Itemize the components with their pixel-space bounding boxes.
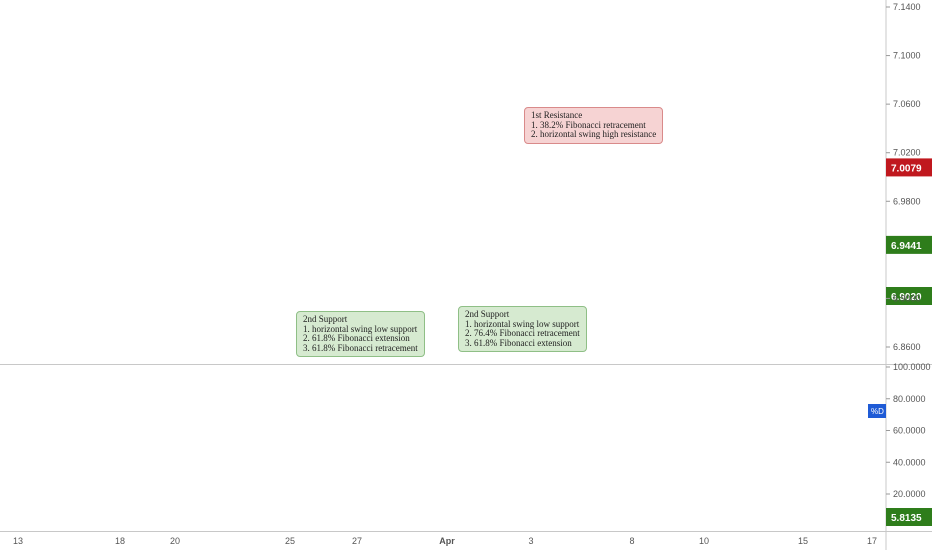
stoch-tick-label: 100.0000 — [893, 362, 931, 372]
price-tick-label: 6.8600 — [893, 342, 921, 352]
annotation-line: 1. horizontal swing low support — [303, 323, 418, 334]
annotation-line: 3. 61.8% Fibonacci retracement — [303, 342, 418, 353]
stoch-tick-label: 60.0000 — [893, 426, 926, 436]
annotation-support-2-right: 2nd Support 1. horizontal swing low supp… — [458, 306, 587, 352]
stoch-level-tag — [886, 508, 932, 526]
time-tick-label: 27 — [352, 536, 362, 546]
time-tick-label: 15 — [798, 536, 808, 546]
price-tick-label: 6.9000 — [893, 293, 921, 303]
annotation-line: 2. 61.8% Fibonacci extension — [303, 333, 410, 343]
time-tick-label: 18 — [115, 536, 125, 546]
annotation-support-2-left: 2nd Support 1. horizontal swing low supp… — [296, 311, 425, 357]
stoch-tick-label: 40.0000 — [893, 457, 926, 467]
level-value-tag — [886, 158, 932, 177]
annotation-line: 2nd Support — [303, 314, 348, 324]
time-tick-label: 17 — [867, 536, 877, 546]
level-value-tag — [886, 235, 932, 254]
annotation-resistance-1: 1st Resistance 1. 38.2% Fibonacci retrac… — [524, 107, 664, 144]
time-tick-label: 3 — [528, 536, 533, 546]
annotation-line: 2. horizontal swing high resistance — [531, 129, 657, 139]
price-tick-label: 7.0200 — [893, 148, 921, 158]
level-value-label-support_1: 6.9441 — [891, 241, 922, 252]
annotation-line: 2nd Support — [465, 309, 510, 319]
level-value-label-resistance_1: 7.0079 — [891, 163, 922, 174]
time-tick-label: 10 — [699, 536, 709, 546]
time-tick-label: 13 — [13, 536, 23, 546]
time-tick-label: 25 — [285, 536, 295, 546]
annotation-line: 2. 76.4% Fibonacci retracement — [465, 328, 580, 338]
annotation-line: 1st Resistance — [531, 110, 583, 120]
level-value-tag — [886, 287, 932, 305]
stoch-series-tag — [868, 404, 886, 418]
price-tick-label: 7.0600 — [893, 99, 921, 109]
price-tick-label: 7.1400 — [893, 2, 921, 12]
time-tick-label: 8 — [629, 536, 634, 546]
price-tick-label: 7.1000 — [893, 51, 921, 61]
price-tick-label: 6.9800 — [893, 196, 921, 206]
stoch-series-name: %D — [871, 407, 884, 416]
annotation-line: 3. 61.8% Fibonacci extension — [465, 337, 572, 348]
stoch-tick-label: 20.0000 — [893, 489, 926, 499]
level-value-label-support_2: 6.9020 — [891, 292, 922, 303]
annotation-line: 1. 38.2% Fibonacci retracement — [531, 119, 646, 130]
stoch-tick-label: 80.0000 — [893, 394, 926, 404]
annotation-line: 1. horizontal swing low support — [465, 318, 580, 329]
time-tick-label: Apr — [439, 536, 455, 546]
time-tick-label: 20 — [170, 536, 180, 546]
stoch-level-value: 5.8135 — [891, 513, 922, 524]
